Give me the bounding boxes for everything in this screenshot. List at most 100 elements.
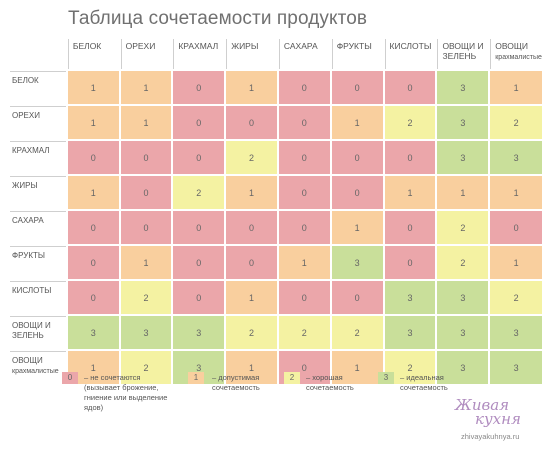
table-cell: 3 bbox=[173, 316, 225, 349]
table-cell: 3 bbox=[437, 106, 489, 139]
table-cell: 0 bbox=[173, 211, 225, 244]
column-header: ОВОЩИ И ЗЕЛЕНЬ bbox=[437, 39, 488, 69]
legend-text: – допустимая сочетаемость bbox=[212, 373, 260, 392]
logo-line-2: кухня bbox=[475, 410, 521, 428]
column-header: ФРУКТЫ bbox=[331, 39, 383, 69]
legend-swatch: 0 bbox=[62, 372, 78, 384]
legend-swatch: 2 bbox=[284, 372, 300, 384]
table-cell: 0 bbox=[67, 141, 119, 174]
table-cell: 3 bbox=[437, 351, 489, 384]
table-cell: 0 bbox=[384, 71, 436, 104]
table-cell: 1 bbox=[226, 351, 277, 384]
table-cell: 0 bbox=[173, 246, 225, 279]
table-row: ОВОЩИ И ЗЕЛЕНЬ 3 3 3 2 2 2 3 3 3 bbox=[10, 316, 542, 349]
table-row: ОРЕХИ 1 1 0 0 0 1 2 3 2 bbox=[10, 106, 542, 139]
table-row: ФРУКТЫ 0 1 0 0 1 3 0 2 1 bbox=[10, 246, 542, 279]
table-cell: 0 bbox=[173, 281, 225, 314]
row-header: КРАХМАЛ bbox=[10, 141, 66, 174]
table-cell: 2 bbox=[437, 211, 489, 244]
table-cell: 1 bbox=[226, 71, 277, 104]
table-cell: 3 bbox=[437, 71, 489, 104]
column-header: ОВОЩИ крахмалистые bbox=[490, 39, 542, 69]
row-header: БЕЛОК bbox=[10, 71, 66, 104]
table-cell: 3 bbox=[120, 316, 172, 349]
table-cell: 0 bbox=[226, 246, 277, 279]
table-cell: 0 bbox=[120, 141, 172, 174]
column-header: САХАРА bbox=[278, 39, 330, 69]
table-cell: 1 bbox=[490, 71, 542, 104]
table-cell: 0 bbox=[120, 211, 172, 244]
table-cell: 1 bbox=[226, 281, 277, 314]
table-cell: 0 bbox=[278, 141, 330, 174]
table-row: БЕЛОК 1 1 0 1 0 0 0 3 1 bbox=[10, 71, 542, 104]
table-cell: 1 bbox=[120, 106, 172, 139]
table-cell: 1 bbox=[384, 176, 436, 209]
table-cell: 2 bbox=[331, 316, 383, 349]
table-cell: 0 bbox=[226, 106, 277, 139]
legend-swatch: 3 bbox=[378, 372, 394, 384]
row-header: ОВОЩИ И ЗЕЛЕНЬ bbox=[10, 316, 66, 349]
table-cell: 3 bbox=[384, 281, 436, 314]
table-cell: 1 bbox=[67, 106, 119, 139]
table-cell: 1 bbox=[490, 246, 542, 279]
table-cell: 0 bbox=[173, 71, 225, 104]
row-header: ЖИРЫ bbox=[10, 176, 66, 209]
table-cell: 0 bbox=[331, 71, 383, 104]
table-cell: 3 bbox=[490, 316, 542, 349]
table-cell: 3 bbox=[67, 316, 119, 349]
table-cell: 2 bbox=[120, 281, 172, 314]
table-cell: 0 bbox=[278, 176, 330, 209]
row-header: ОРЕХИ bbox=[10, 106, 66, 139]
table-cell: 0 bbox=[173, 106, 225, 139]
row-header: ОВОЩИ крахмалистые bbox=[10, 351, 66, 384]
table-cell: 3 bbox=[490, 141, 542, 174]
table-cell: 3 bbox=[437, 316, 489, 349]
table-cell: 0 bbox=[67, 211, 119, 244]
table-cell: 0 bbox=[278, 71, 330, 104]
table-cell: 3 bbox=[437, 281, 489, 314]
table-cell: 0 bbox=[278, 281, 330, 314]
legend-text: – идеальная сочетаемость bbox=[400, 373, 448, 392]
corner-cell bbox=[10, 39, 66, 69]
brand-logo: Живая кухня zhivayakuhnya.ru bbox=[453, 398, 543, 453]
table-cell: 0 bbox=[67, 281, 119, 314]
table-cell: 0 bbox=[278, 106, 330, 139]
column-header: БЕЛОК bbox=[67, 39, 119, 69]
table-cell: 0 bbox=[120, 176, 172, 209]
table-cell: 2 bbox=[490, 281, 542, 314]
table-row: КРАХМАЛ 0 0 0 2 0 0 0 3 3 bbox=[10, 141, 542, 174]
table-cell: 1 bbox=[67, 71, 119, 104]
row-header: КИСЛОТЫ bbox=[10, 281, 66, 314]
table-cell: 2 bbox=[173, 176, 225, 209]
table-cell: 0 bbox=[226, 211, 277, 244]
row-header: САХАРА bbox=[10, 211, 66, 244]
legend-text: – хорошая сочетаемость bbox=[306, 373, 354, 392]
table-cell: 2 bbox=[437, 246, 489, 279]
table-cell: 3 bbox=[384, 316, 436, 349]
table-cell: 1 bbox=[226, 176, 277, 209]
column-header: ЖИРЫ bbox=[226, 39, 277, 69]
table-cell: 1 bbox=[331, 351, 383, 384]
table-cell: 0 bbox=[173, 141, 225, 174]
table-cell: 0 bbox=[331, 176, 383, 209]
table-cell: 0 bbox=[331, 281, 383, 314]
table-cell: 2 bbox=[226, 316, 277, 349]
logo-line-1: Живая bbox=[455, 396, 510, 414]
table-cell: 0 bbox=[490, 211, 542, 244]
table-cell: 3 bbox=[331, 246, 383, 279]
table-cell: 0 bbox=[384, 211, 436, 244]
table-cell: 1 bbox=[120, 71, 172, 104]
table-cell: 1 bbox=[437, 176, 489, 209]
table-cell: 1 bbox=[120, 246, 172, 279]
column-header: КИСЛОТЫ bbox=[384, 39, 436, 69]
table-cell: 3 bbox=[490, 351, 542, 384]
table-cell: 2 bbox=[278, 316, 330, 349]
table-cell: 1 bbox=[278, 246, 330, 279]
table-cell: 2 bbox=[226, 141, 277, 174]
table-cell: 1 bbox=[67, 176, 119, 209]
table-cell: 2 bbox=[120, 351, 172, 384]
site-url: zhivayakuhnya.ru bbox=[461, 432, 520, 441]
column-header: КРАХМАЛ bbox=[173, 39, 224, 69]
table-cell: 3 bbox=[437, 141, 489, 174]
table-cell: 0 bbox=[384, 246, 436, 279]
